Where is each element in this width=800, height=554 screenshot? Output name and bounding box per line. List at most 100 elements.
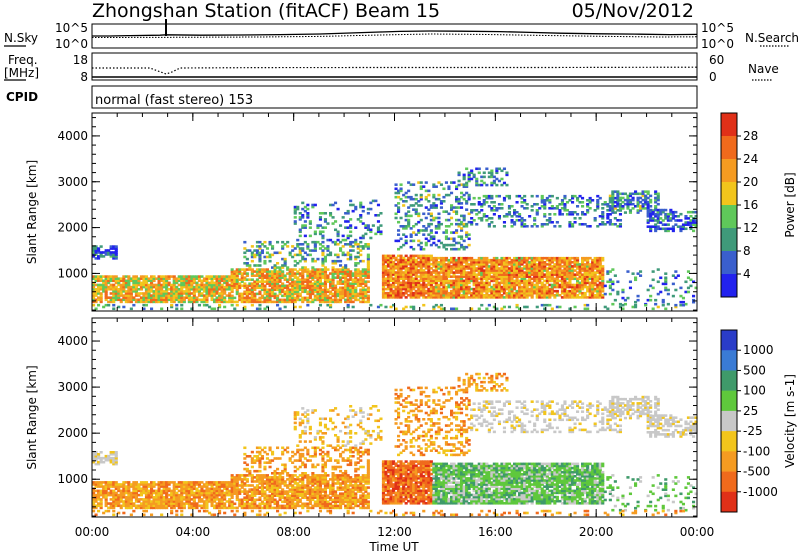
echo-cell [354,272,358,275]
echo-cell [525,305,529,309]
noise-trace [92,30,698,37]
echo-cell [283,243,287,246]
echo-cell [460,202,464,205]
echo-cell [581,285,585,289]
echo-cell [243,278,247,281]
echo-cell [109,485,113,488]
echo-cell [177,292,181,295]
echo-cell [122,296,126,299]
echo-cell [386,265,391,268]
echo-cell [583,256,587,260]
echo-cell [369,228,373,232]
echo-cell [157,496,161,499]
echo-cell [505,281,509,285]
echo-cell [271,294,275,298]
echo-cell [122,298,126,302]
echo-cell [213,288,217,291]
echo-cell [477,211,481,214]
echo-cell [341,266,345,269]
echo-cell [271,276,275,279]
echo-cell [233,296,237,300]
echo-cell [104,290,108,293]
echo-cell [520,289,524,293]
echo-cell [361,290,365,294]
echo-cell [281,266,285,269]
echo-cell [394,277,398,280]
echo-cell [576,213,580,216]
echo-cell [366,245,370,248]
echo-cell [389,265,393,268]
echo-cell [271,282,275,285]
echo-cell [392,267,396,270]
echo-cell [573,265,577,268]
echo-cell [268,272,272,275]
echo-cell [606,217,610,220]
echo-cell [281,257,285,261]
echo-cell [291,274,295,277]
echo-cell [482,281,486,285]
echo-cell [258,270,262,273]
echo-cell [109,255,113,258]
echo-cell [273,292,277,296]
echo-cell [276,274,280,277]
echo-cell [439,256,444,260]
echo-cell [432,263,436,266]
echo-cell [588,296,592,299]
echo-cell [230,294,234,298]
echo-cell [452,296,456,299]
echo-cell [412,262,416,266]
echo-cell [545,263,549,266]
echo-cell [520,196,524,200]
echo-cell [265,270,270,273]
echo-cell [306,212,310,215]
echo-cell [218,305,222,309]
echo-cell [538,285,542,289]
echo-cell [364,232,368,236]
echo-cell [550,256,554,260]
echo-cell [490,194,494,198]
echo-cell [175,303,179,307]
echo-cell [447,267,451,270]
echo-cell [366,300,370,304]
echo-cell [253,298,257,302]
echo-cell [669,217,673,220]
echo-cell [281,272,285,275]
echo-cell [210,285,214,289]
echo-cell [369,230,373,234]
echo-cell [558,279,562,283]
echo-cell [323,296,328,300]
echo-cell [99,489,103,493]
echo-cell [545,258,549,262]
echo-cell [465,263,469,266]
echo-cell [260,284,265,288]
echo-cell [450,222,454,226]
echo-cell [162,483,166,486]
echo-cell [515,261,519,264]
echo-cell [399,281,403,285]
echo-cell [543,267,547,270]
echo-cell [230,298,234,302]
echo-cell [412,273,416,276]
echo-cell [447,283,451,287]
echo-cell [480,179,484,183]
echo-cell [659,221,663,224]
echo-cell [427,267,431,270]
echo-cell [502,279,507,283]
echo-cell [487,258,491,262]
echo-cell [462,283,466,287]
echo-cell [306,296,310,300]
echo-cell [462,197,466,201]
echo-cell [540,277,544,281]
echo-cell [495,269,499,272]
echo-cell [571,291,575,295]
echo-cell [124,489,128,493]
echo-cell [507,285,512,289]
echo-cell [250,303,254,307]
echo-cell [560,203,565,206]
echo-cell [152,498,156,501]
echo-cell [664,229,668,233]
echo-cell [422,225,426,228]
echo-cell [515,219,519,222]
echo-cell [97,483,101,486]
echo-cell [417,204,421,207]
